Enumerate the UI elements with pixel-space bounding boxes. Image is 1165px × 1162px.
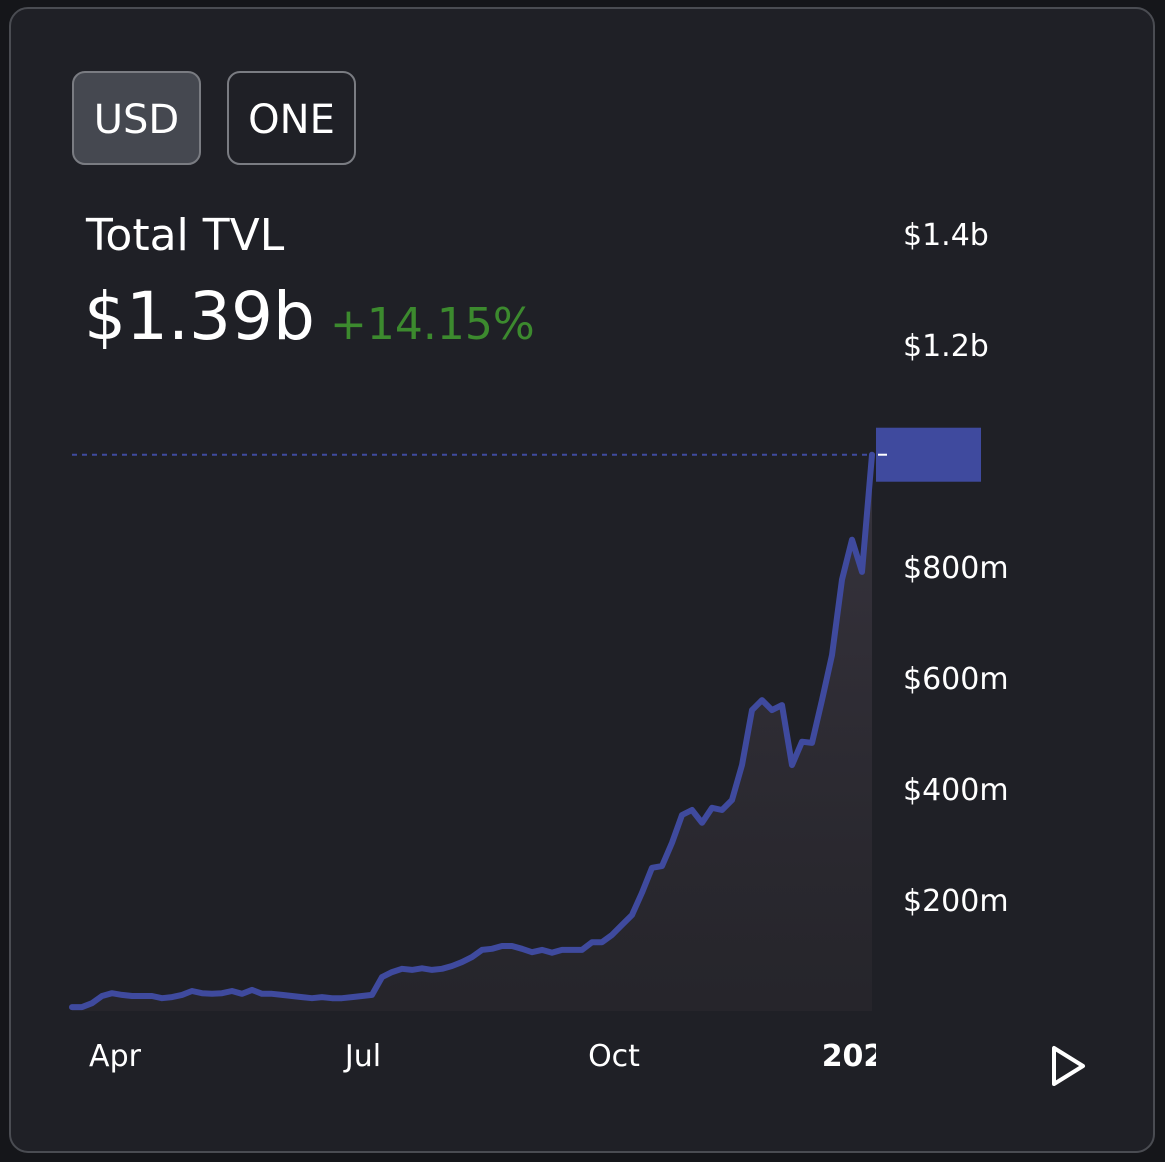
x-axis: Apr Jul Oct 202	[89, 1039, 885, 1074]
usd-button[interactable]	[72, 71, 201, 165]
play-button[interactable]	[1052, 1046, 1085, 1086]
x-tick-label: Apr	[89, 1039, 142, 1074]
x-tick-label: 202	[822, 1039, 885, 1074]
usd-button-label[interactable]: USD	[94, 97, 179, 143]
line	[69, 451, 875, 1011]
y-tick-label: $400m	[903, 773, 1009, 808]
y-tick-label: $1.2b	[903, 329, 989, 364]
one-button-label[interactable]: ONE	[248, 97, 335, 143]
y-tick-label: $800m	[903, 551, 1009, 586]
x-tick-label: Oct	[588, 1039, 640, 1074]
area	[72, 454, 872, 1011]
current-value: $1.39b	[84, 278, 315, 355]
change: +14.15%	[330, 299, 535, 350]
last-value-box	[876, 427, 981, 482]
y-tick-label: $200m	[903, 884, 1009, 919]
y-tick-label: $600m	[903, 662, 1009, 697]
plot: $200m$400m$600m$800m$1b$1.2b$1.4b	[69, 218, 1009, 1011]
one-button[interactable]	[227, 71, 356, 165]
x-tick-label: Jul	[343, 1039, 381, 1074]
y-tick-label: $1.4b	[903, 218, 989, 253]
title: Total TVL	[85, 210, 285, 261]
